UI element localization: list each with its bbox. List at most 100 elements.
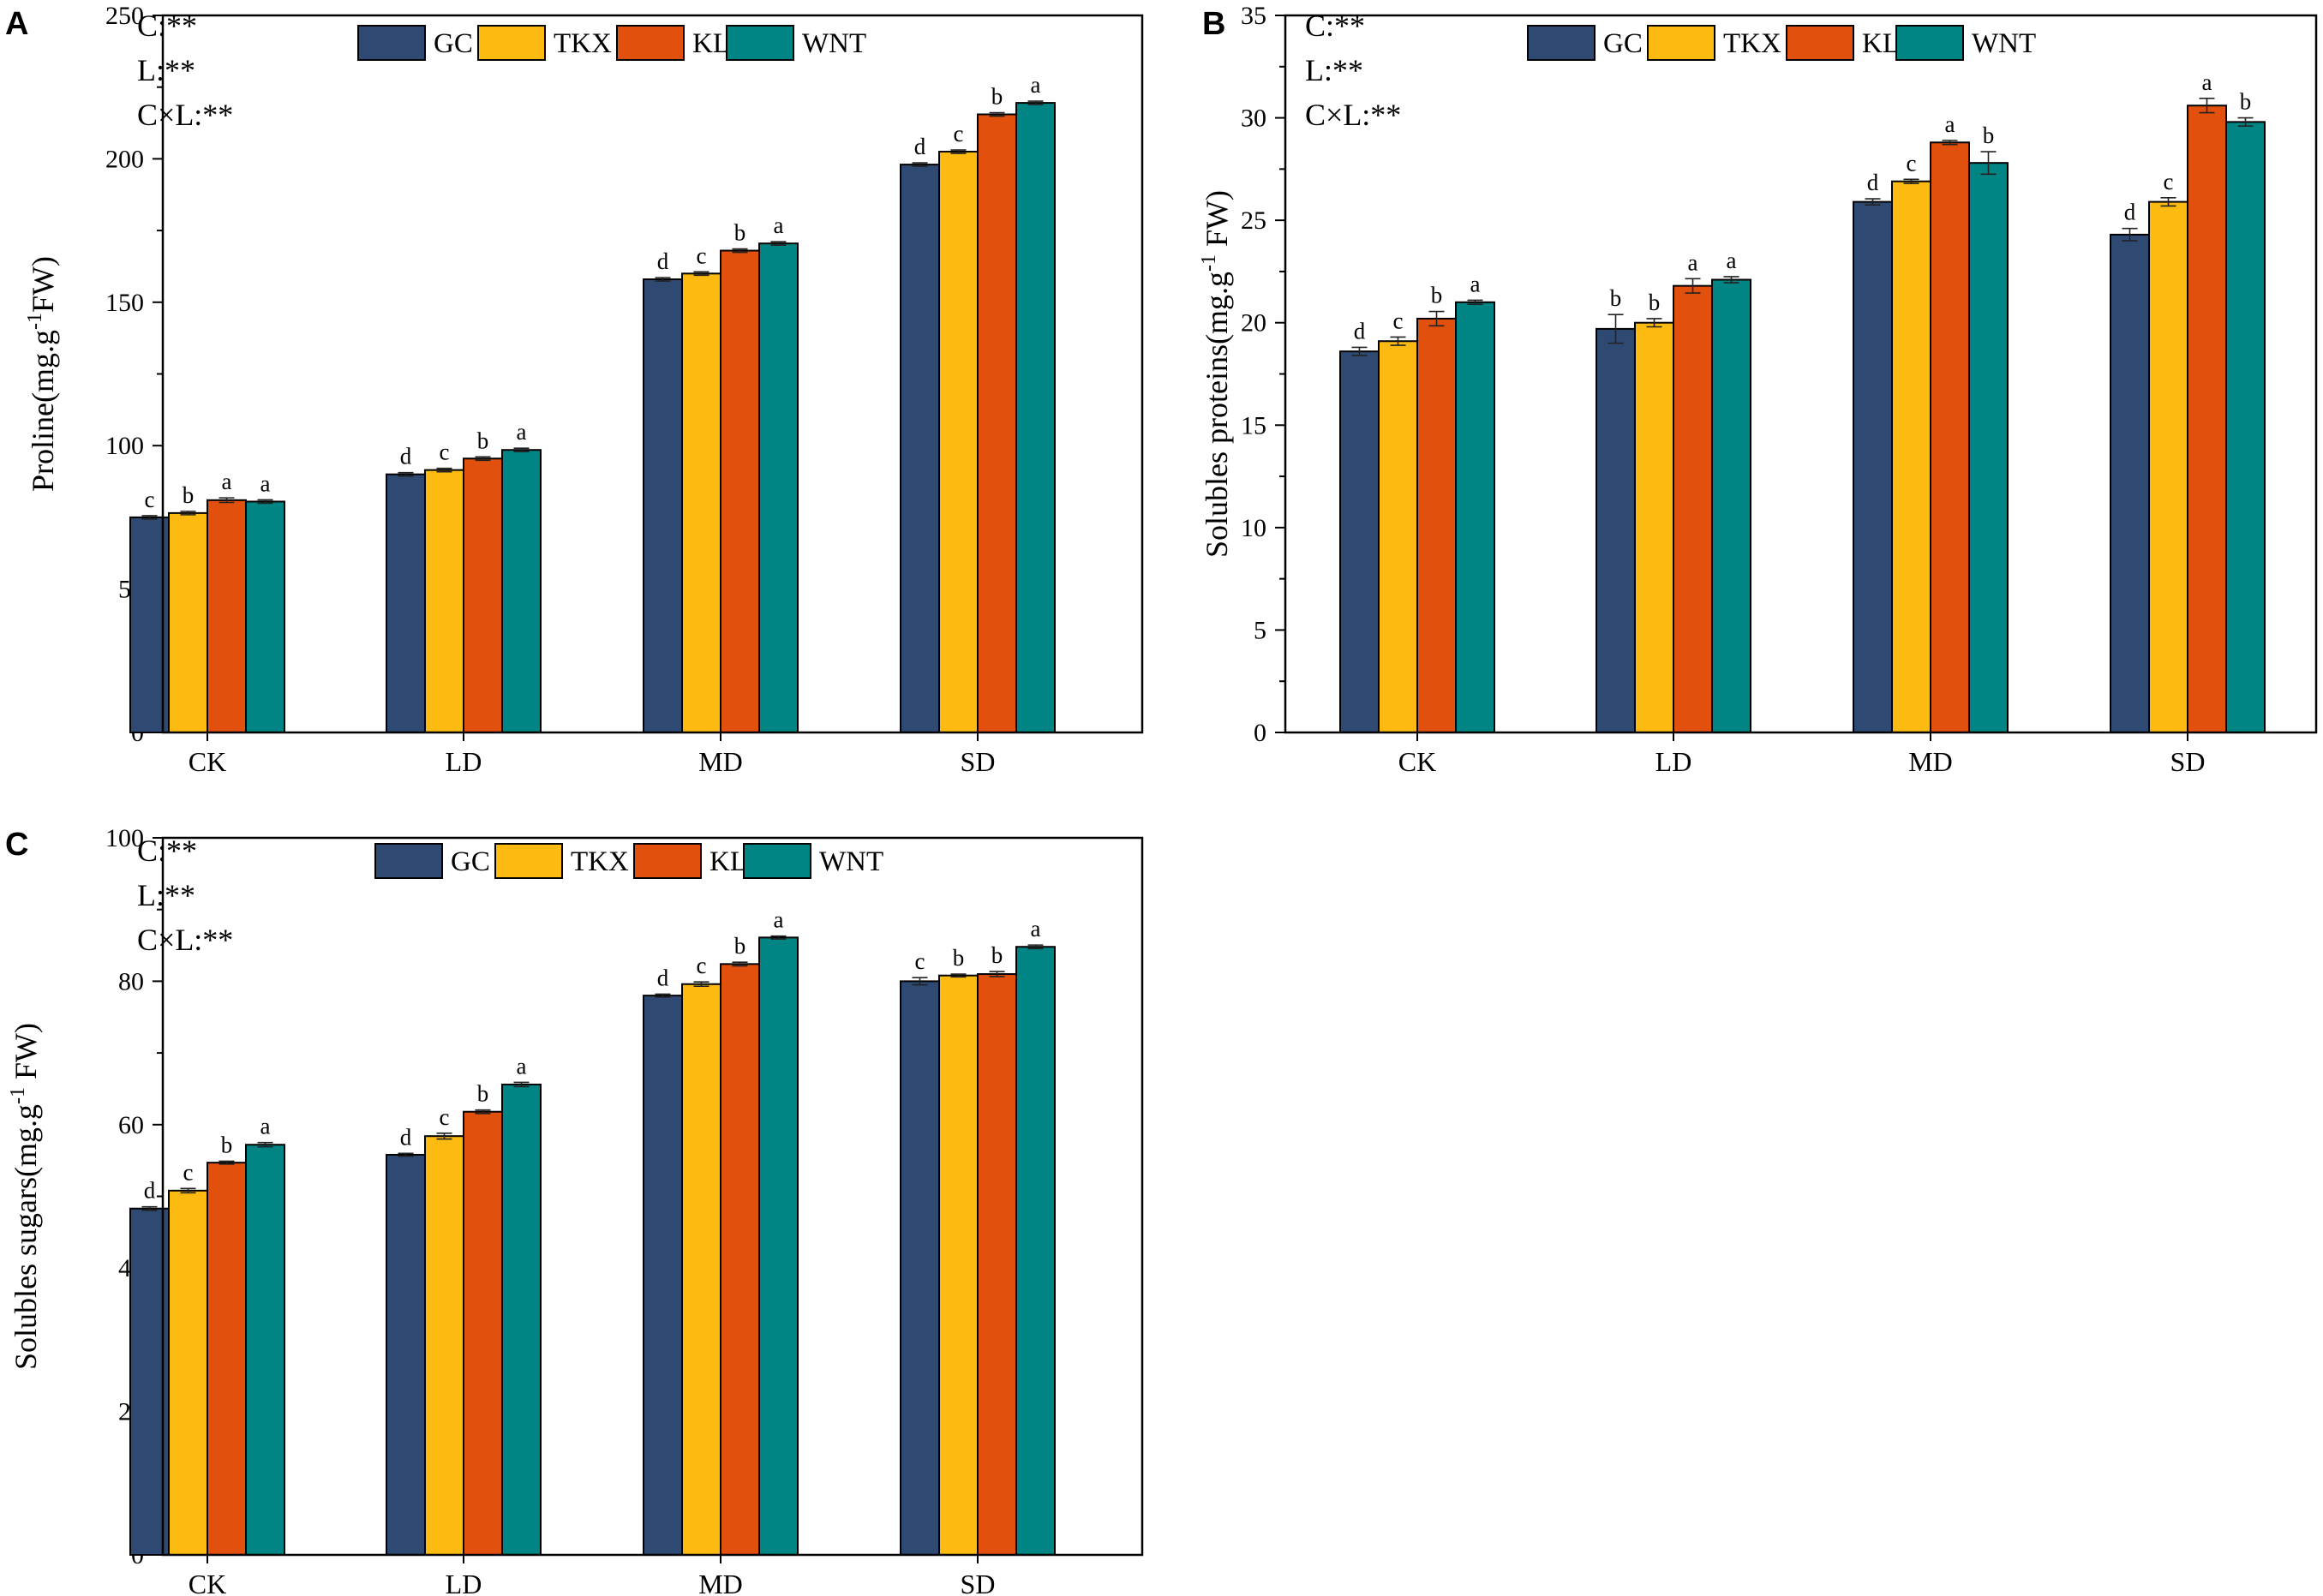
error-bar: [989, 111, 1005, 117]
bar-tkx-ld: [1634, 321, 1674, 733]
significance-letter: b: [1431, 283, 1443, 308]
significance-letter: a: [1945, 111, 1955, 137]
error-bar: [1903, 178, 1919, 184]
y-axis-label: Solubles sugars(mg.g-1 FW): [7, 1023, 43, 1370]
bar-gc-sd: [900, 164, 940, 733]
error-bar: [1390, 336, 1406, 346]
panel-label-c: C: [5, 827, 28, 863]
legend-label-kl: KL: [1862, 28, 1900, 59]
y-axis-label: Solubles proteins(mg.g-1 FW): [1198, 190, 1234, 558]
significance-letter: b: [183, 482, 195, 508]
bar-tkx-sd: [938, 151, 979, 733]
error-bar: [950, 973, 967, 978]
stat-annotation: C:**: [1305, 9, 1365, 43]
significance-letter: d: [1354, 318, 1366, 344]
significance-letter: a: [517, 419, 527, 445]
error-bar: [1980, 151, 1997, 176]
significance-letter: c: [145, 487, 155, 512]
plot-frame: [161, 836, 1144, 1557]
bar-gc-ld: [386, 473, 426, 733]
bar-tkx-ck: [1378, 340, 1418, 733]
bar-kl-md: [720, 249, 760, 733]
y-tick-label: 150: [105, 289, 144, 317]
significance-letter: b: [1983, 123, 1995, 148]
y-tick-label: 10: [1241, 514, 1266, 542]
panel-label-b: B: [1202, 6, 1225, 42]
significance-letter: a: [1470, 271, 1481, 296]
error-bar: [398, 471, 414, 477]
bar-wnt-ld: [501, 1083, 542, 1556]
stat-annotation: C×L:**: [137, 923, 233, 957]
x-category-label-md: MD: [698, 1569, 743, 1596]
significance-letter: a: [2202, 69, 2212, 95]
legend-swatch-kl: [1786, 25, 1854, 61]
x-category-label-ld: LD: [446, 1569, 482, 1596]
bar-kl-ck: [1416, 317, 1457, 733]
bar-gc-sd: [2110, 233, 2150, 733]
error-bar: [655, 277, 671, 282]
bar-tkx-md: [681, 983, 721, 1557]
error-bar: [912, 162, 928, 167]
error-bar: [257, 1141, 273, 1148]
significance-letter: d: [144, 1178, 156, 1204]
error-bar: [1865, 198, 1881, 206]
significance-letter: a: [260, 1114, 271, 1139]
significance-letter: c: [915, 948, 925, 974]
legend-swatch-wnt: [743, 843, 811, 879]
bar-tkx-sd: [938, 974, 979, 1556]
significance-letter: a: [260, 470, 271, 496]
y-tick-label: 20: [1241, 309, 1266, 338]
significance-letter: b: [477, 1081, 489, 1107]
error-bar: [475, 456, 491, 462]
error-bar: [912, 977, 928, 986]
legend-label-wnt: WNT: [1972, 28, 2036, 59]
error-bar: [257, 499, 273, 505]
bar-tkx-ck: [168, 1189, 208, 1556]
bar-wnt-ck: [245, 1144, 285, 1556]
significance-letter: d: [400, 444, 412, 469]
error-bar: [141, 1205, 158, 1211]
significance-letter: c: [2164, 169, 2174, 194]
y-tick-label: 30: [1241, 105, 1266, 133]
bar-wnt-ld: [1711, 278, 1751, 734]
x-category-label-ck: CK: [1398, 746, 1436, 777]
x-category-label-ld: LD: [1655, 746, 1692, 777]
error-bar: [989, 971, 1005, 977]
bar-wnt-ck: [245, 500, 285, 734]
error-bar: [1723, 276, 1739, 284]
significance-letter: d: [657, 248, 669, 274]
significance-letter: c: [697, 242, 707, 268]
legend-label-gc: GC: [434, 28, 473, 59]
bar-kl-ck: [207, 1162, 247, 1556]
bar-wnt-ck: [1455, 301, 1495, 733]
legend-swatch-gc: [1527, 25, 1596, 61]
legend: GC TKX KL WNT: [374, 843, 883, 879]
error-bar: [1027, 100, 1044, 105]
legend-label-kl: KL: [709, 846, 747, 877]
legend-swatch-tkx: [477, 25, 546, 61]
significance-letter: b: [991, 942, 1003, 968]
legend-swatch-wnt: [726, 25, 794, 61]
error-bar: [950, 149, 967, 154]
error-bar: [655, 993, 671, 998]
y-axis-label: Proline(mg.g-1FW): [24, 256, 60, 492]
error-bar: [1428, 310, 1445, 327]
legend-swatch-gc: [374, 843, 443, 879]
y-tick-label: 0: [1254, 719, 1266, 747]
bar-gc-sd: [900, 980, 940, 1556]
significance-letter: b: [477, 427, 489, 453]
bar-wnt-md: [1968, 162, 2009, 733]
bar-kl-ck: [207, 499, 247, 733]
x-category-label-sd: SD: [961, 746, 996, 777]
panel-label-a: A: [5, 6, 28, 42]
bar-wnt-md: [758, 936, 799, 1556]
error-bar: [475, 1109, 491, 1115]
legend: GC TKX KL WNT: [1527, 25, 2036, 61]
stat-annotation: C×L:**: [1305, 98, 1401, 132]
significance-letter: b: [734, 220, 746, 246]
chart-panel-a: A050100150200250Proline(mg.g-1FW)CKcbaaL…: [5, 2, 1144, 777]
significance-letter: d: [1867, 170, 1879, 195]
bar-gc-md: [643, 995, 683, 1556]
bar-kl-md: [1930, 141, 1970, 734]
stat-annotation: C×L:**: [137, 98, 233, 132]
